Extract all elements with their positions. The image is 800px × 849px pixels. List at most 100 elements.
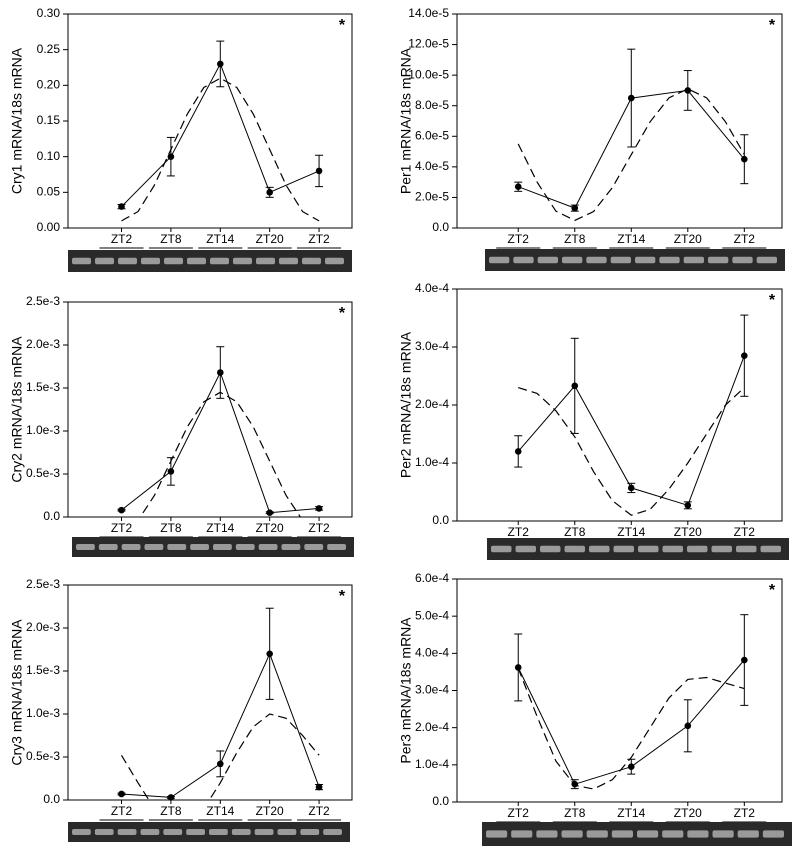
y-axis-label: Per1 mRNA/18s mRNA (398, 47, 414, 194)
data-point (216, 760, 224, 768)
fit-curve (121, 77, 320, 222)
gel-band (589, 545, 610, 553)
gel-band (511, 830, 533, 838)
gel-band (325, 257, 344, 265)
plot-frame (456, 13, 783, 229)
x-tick-label: ZT14 (206, 521, 234, 535)
annotation: * (339, 305, 346, 322)
y-tick-label: 2.0e-4 (415, 397, 449, 411)
gel-band (536, 830, 558, 838)
gel-band (737, 830, 759, 838)
gel-band (687, 830, 709, 838)
y-tick-label: 4.0e-4 (415, 646, 449, 660)
data-point (571, 382, 579, 390)
x-tick-label: ZT2 (308, 232, 330, 246)
x-tick-label: ZT2 (508, 806, 530, 820)
plot-frame (67, 584, 353, 801)
y-tick-label: 6.0e-4 (415, 571, 449, 585)
x-tick-label: ZT8 (160, 804, 182, 818)
gel-band (233, 257, 252, 265)
gel-band (167, 544, 187, 550)
fit-curve (139, 391, 302, 517)
x-tick-label: ZT2 (508, 525, 530, 539)
data-point (514, 664, 522, 671)
gel-band (732, 256, 753, 264)
gel-band (638, 545, 659, 553)
gel-band (141, 257, 160, 265)
x-tick-label: ZT8 (564, 525, 586, 539)
data-point (741, 352, 748, 360)
gel-band (279, 257, 298, 265)
data-point (627, 763, 635, 770)
x-tick-label: ZT8 (564, 232, 586, 246)
gel-band (736, 545, 757, 553)
gel-band (95, 257, 114, 265)
gel-band (190, 544, 209, 550)
gel-band (231, 829, 251, 835)
gel-band (613, 545, 634, 553)
y-tick-label: 12.0e-5 (408, 37, 449, 51)
x-tick-label: ZT8 (160, 521, 182, 535)
gel-band (562, 256, 583, 264)
gel-band (76, 544, 95, 550)
panel: 0.0 0.5e-3 1.0e-3 1.5e-3 2.0e-3 2.5e-3 Cry2 mR… (9, 294, 354, 557)
gel-band (235, 544, 255, 550)
x-tick-label: ZT2 (111, 232, 133, 246)
annotation: * (769, 582, 776, 599)
gel-band (209, 829, 228, 835)
x-tick-label: ZT20 (256, 804, 284, 818)
gel-band (254, 829, 274, 835)
x-tick-label: ZT14 (206, 804, 234, 818)
x-tick-label: ZT2 (508, 232, 530, 246)
gel-band (186, 829, 205, 835)
gel-band (258, 544, 278, 550)
annotation: * (339, 17, 346, 34)
data-point (216, 60, 224, 68)
gel-band (489, 256, 510, 264)
x-tick-label: ZT8 (160, 232, 182, 246)
gel-band (302, 257, 321, 265)
data-point (167, 468, 175, 475)
gel-band (213, 544, 232, 550)
gel-band (491, 545, 512, 553)
annotation: * (769, 292, 776, 309)
data-point (627, 484, 635, 492)
gel-band (323, 829, 342, 835)
data-point (266, 650, 273, 658)
gel-band (586, 830, 608, 838)
panel: 0.00 0.05 0.10 0.15 0.20 0.25 0.30 Cry1 mRNA/18… (9, 6, 353, 272)
y-tick-label: 2.5e-3 (26, 577, 60, 591)
gel-band (187, 257, 206, 265)
y-axis-label: Cry2 mRNA/18s mRNA (9, 336, 25, 483)
y-tick-label: 4.0e-4 (415, 281, 449, 295)
gel-band (711, 545, 732, 553)
x-tick-label: ZT2 (111, 521, 133, 535)
plot-frame (67, 13, 353, 229)
y-tick-label: 8.0e-5 (415, 98, 449, 112)
plot-frame (67, 301, 353, 518)
y-tick-label: 14.0e-5 (408, 6, 449, 20)
x-tick-label: ZT20 (674, 525, 702, 539)
y-axis-label: Cry3 mRNA/18s mRNA (9, 619, 25, 766)
y-tick-label: 1.0e-3 (26, 423, 60, 437)
gel-band (210, 257, 229, 265)
y-tick-label: 10.0e-5 (408, 67, 449, 81)
gel-band (662, 545, 683, 553)
x-tick-label: ZT20 (674, 232, 702, 246)
gel-band (304, 544, 324, 550)
x-tick-label: ZT14 (617, 806, 645, 820)
y-tick-label: 0.20 (37, 78, 61, 92)
gel-band (564, 545, 585, 553)
gel-band (121, 544, 141, 550)
x-tick-label: ZT20 (256, 521, 284, 535)
y-tick-label: 0.15 (37, 113, 61, 127)
data-point (167, 153, 175, 160)
x-tick-label: ZT2 (308, 521, 330, 535)
data-point (315, 783, 323, 791)
y-tick-label: 0.0 (43, 792, 60, 806)
x-tick-label: ZT8 (564, 806, 586, 820)
fit-curve (517, 88, 745, 222)
y-tick-label: 0.0 (43, 509, 60, 523)
y-tick-label: 0.0 (432, 794, 449, 808)
